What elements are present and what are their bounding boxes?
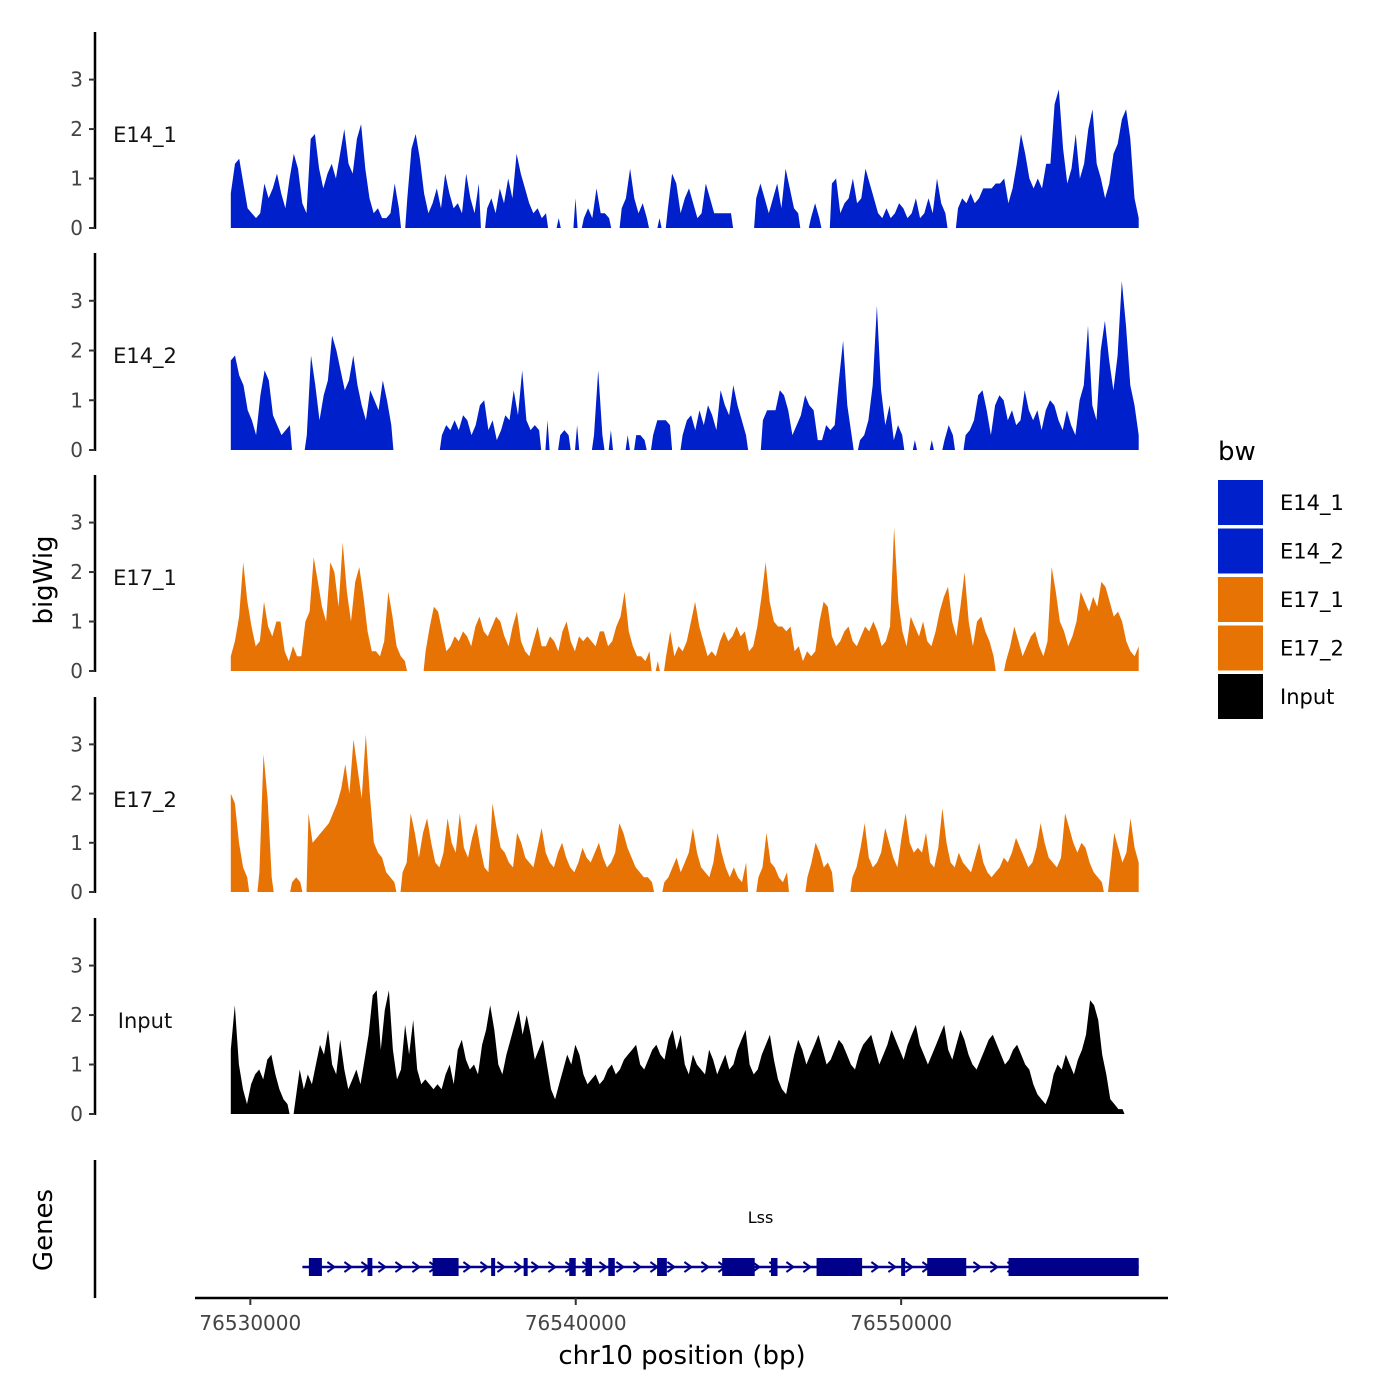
strand-arrow — [598, 1261, 609, 1273]
y-tick-label: 1 — [70, 610, 83, 634]
coverage-area-e17_2 — [230, 734, 1139, 892]
genes-axis-title: Genes — [29, 1189, 59, 1271]
strand-arrow — [870, 1261, 881, 1273]
y-tick-label: 0 — [70, 659, 83, 683]
strand-arrow — [785, 1261, 796, 1273]
gene-exon — [432, 1258, 459, 1276]
y-tick-label: 2 — [70, 1003, 83, 1027]
gene-label: Lss — [748, 1208, 774, 1227]
gene-exon — [585, 1258, 593, 1276]
y-tick-label: 2 — [70, 782, 83, 806]
track-label: E14_1 — [113, 123, 177, 148]
y-tick-label: 3 — [70, 511, 83, 535]
legend-label: E17_1 — [1280, 588, 1344, 613]
legend-swatch-e17_1 — [1218, 577, 1263, 622]
y-axis-title: bigWig — [29, 535, 59, 624]
y-tick-label: 0 — [70, 216, 83, 240]
x-axis: 76530000 76540000 76550000 — [195, 1296, 1168, 1335]
gene-exon — [569, 1258, 576, 1276]
gene-exon — [608, 1258, 615, 1276]
x-tick-label: 76530000 — [199, 1311, 301, 1335]
legend-swatch-e17_2 — [1218, 625, 1263, 671]
gene-exon — [523, 1258, 528, 1276]
coverage-area-e14_1 — [230, 89, 1139, 228]
strand-arrow — [513, 1261, 524, 1273]
track-label: Input — [118, 1009, 172, 1033]
strand-arrow — [615, 1261, 626, 1273]
y-tick-label: 1 — [70, 831, 83, 855]
y-tick-label: 3 — [70, 68, 83, 92]
legend-label: E14_2 — [1280, 540, 1344, 565]
gene-exon — [657, 1258, 667, 1276]
gene-lss: Lss — [302, 1208, 1139, 1276]
legend: bw E14_1 E14_2 E17_1 E17_2 Input — [1218, 437, 1344, 719]
strand-arrow — [887, 1261, 898, 1273]
track-e14_1: 0 1 2 3 E14_1 — [70, 32, 1139, 240]
y-tick-label: 2 — [70, 117, 83, 141]
coverage-area-input — [230, 990, 1125, 1114]
gene-exon — [770, 1258, 778, 1276]
strand-arrow — [802, 1261, 813, 1273]
y-tick-label: 0 — [70, 1102, 83, 1126]
coverage-area-e17_1 — [230, 527, 1139, 671]
legend-swatch-e14_2 — [1218, 528, 1263, 574]
strand-arrow — [547, 1261, 558, 1273]
strand-arrow — [394, 1261, 405, 1273]
strand-arrow — [700, 1261, 711, 1273]
legend-label: Input — [1280, 685, 1334, 709]
y-tick-label: 3 — [70, 732, 83, 756]
legend-swatch-input — [1218, 674, 1263, 719]
track-input: 0 1 2 3 Input — [70, 918, 1125, 1126]
y-tick-label: 3 — [70, 289, 83, 313]
track-label: E14_2 — [113, 344, 177, 369]
gene-exon — [308, 1258, 322, 1276]
y-tick-label: 0 — [70, 438, 83, 462]
gene-exon — [927, 1258, 967, 1276]
strand-arrow — [904, 1261, 915, 1273]
strand-arrow — [343, 1261, 354, 1273]
gene-exon — [722, 1258, 755, 1276]
strand-arrow — [377, 1261, 388, 1273]
track-label: E17_2 — [113, 788, 177, 813]
strand-arrow — [666, 1261, 677, 1273]
gene-exon — [1008, 1258, 1139, 1276]
x-axis-title: chr10 position (bp) — [558, 1341, 805, 1371]
y-tick-label: 1 — [70, 388, 83, 412]
genes-track: Lss — [93, 1160, 1139, 1298]
y-tick-label: 2 — [70, 560, 83, 584]
legend-title: bw — [1218, 437, 1256, 467]
strand-arrow — [496, 1261, 507, 1273]
legend-label: E17_2 — [1280, 637, 1344, 662]
y-tick-label: 1 — [70, 1053, 83, 1077]
gene-exon — [901, 1258, 906, 1276]
y-tick-label: 2 — [70, 339, 83, 363]
tracks-group: 0 1 2 3 E14_1 0 1 2 3 E14_2 0 1 2 3 E17_1 0 1 2 3 E17_2 0 1 2 3… — [70, 32, 1139, 1126]
track-label: E17_1 — [113, 566, 177, 591]
x-tick-label: 76540000 — [525, 1311, 627, 1335]
strand-arrow — [683, 1261, 694, 1273]
strand-arrow — [411, 1261, 422, 1273]
track-e17_2: 0 1 2 3 E17_2 — [70, 697, 1139, 904]
strand-arrow — [972, 1261, 983, 1273]
gene-exon — [367, 1258, 373, 1276]
track-e14_2: 0 1 2 3 E14_2 — [70, 253, 1139, 462]
strand-arrow — [462, 1261, 473, 1273]
y-tick-label: 3 — [70, 954, 83, 978]
y-tick-label: 1 — [70, 167, 83, 191]
strand-arrow — [530, 1261, 541, 1273]
gene-exon — [491, 1258, 496, 1276]
coverage-area-e14_2 — [230, 280, 1139, 450]
track-e17_1: 0 1 2 3 E17_1 — [70, 475, 1139, 683]
strand-arrow — [632, 1261, 643, 1273]
strand-arrow — [326, 1261, 337, 1273]
legend-label: E14_1 — [1280, 491, 1344, 516]
gene-exon — [816, 1258, 863, 1276]
strand-arrow — [751, 1261, 762, 1273]
strand-arrow — [989, 1261, 1000, 1273]
legend-swatch-e14_1 — [1218, 480, 1263, 525]
y-tick-label: 0 — [70, 880, 83, 904]
x-tick-label: 76550000 — [850, 1311, 952, 1335]
strand-arrow — [479, 1261, 490, 1273]
